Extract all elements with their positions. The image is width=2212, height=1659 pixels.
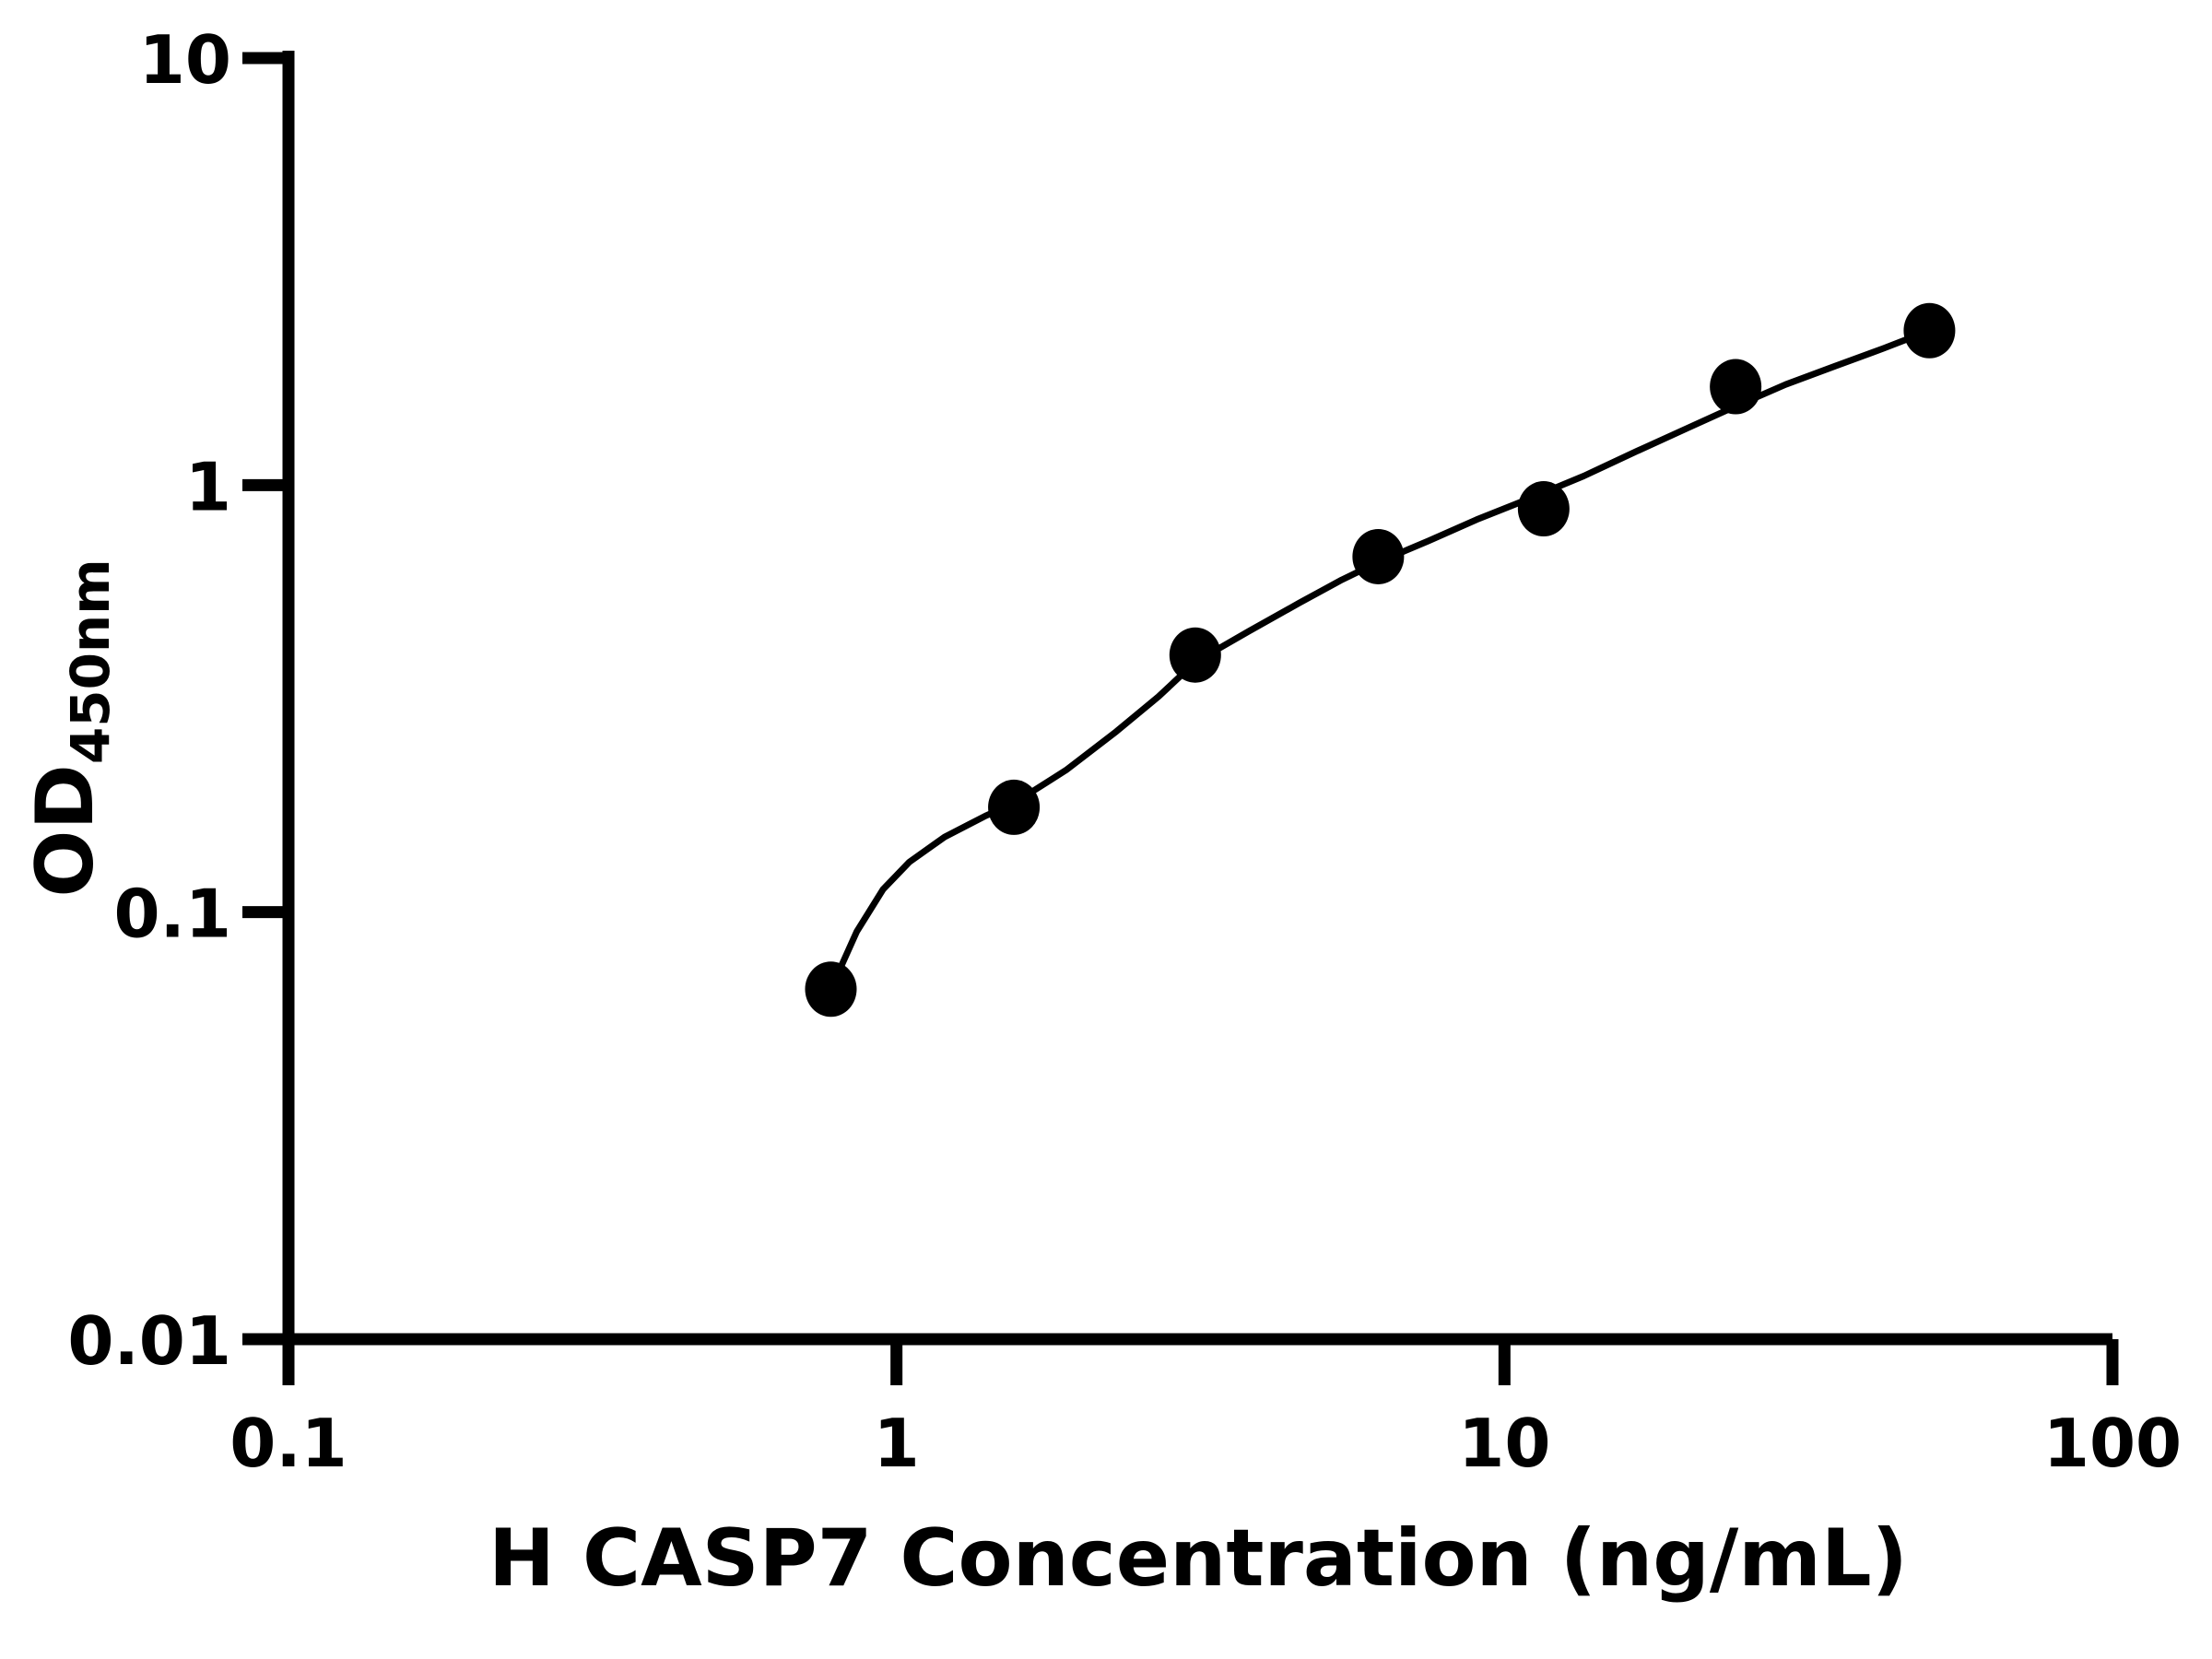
x-axis-ticks bbox=[282, 1339, 2119, 1385]
fit-curve-line bbox=[828, 327, 1933, 993]
y-axis-title-base: OD bbox=[19, 764, 112, 898]
y-axis-ticks bbox=[242, 52, 288, 1346]
data-point-markers bbox=[805, 302, 1956, 1018]
y-tick-label-0.01: 0.01 bbox=[67, 1302, 231, 1380]
data-point bbox=[1169, 627, 1221, 683]
y-tick-label-1: 1 bbox=[185, 448, 231, 525]
data-point bbox=[1903, 302, 1956, 359]
x-tick-label-0.1: 0.1 bbox=[229, 1405, 347, 1482]
data-point bbox=[1352, 528, 1405, 584]
data-point bbox=[805, 961, 857, 1018]
axis-lines bbox=[282, 51, 2112, 1346]
y-tick-label-10: 10 bbox=[139, 21, 231, 99]
y-axis-title: OD450nm bbox=[19, 559, 122, 897]
x-axis-title: H CASP7 Concentration (ng/mL) bbox=[488, 1512, 1908, 1605]
y-axis-title-group: OD450nm bbox=[19, 559, 122, 897]
x-axis-tick-labels: 0.1 1 10 100 bbox=[229, 1405, 2182, 1482]
x-tick-label-1: 1 bbox=[874, 1405, 920, 1482]
y-tick-label-0.1: 0.1 bbox=[113, 876, 231, 953]
data-point bbox=[1517, 481, 1570, 537]
x-tick-label-10: 10 bbox=[1458, 1405, 1550, 1482]
y-axis-title-subscript: 450nm bbox=[59, 559, 122, 764]
x-tick-label-100: 100 bbox=[2043, 1405, 2182, 1482]
y-axis-tick-labels: 0.01 0.1 1 10 bbox=[67, 21, 231, 1380]
data-point bbox=[1710, 359, 1762, 415]
data-point bbox=[988, 779, 1041, 835]
